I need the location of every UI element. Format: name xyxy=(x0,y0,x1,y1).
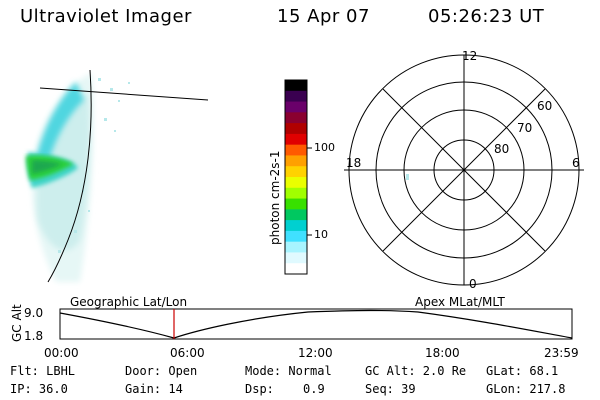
colorbar-swatch xyxy=(285,166,307,178)
aurora-cyan-upper xyxy=(36,82,84,165)
colorbar-swatches xyxy=(285,80,307,275)
timeline-plot xyxy=(59,308,573,340)
colorbar-swatch xyxy=(285,263,307,275)
colorbar-swatch xyxy=(285,155,307,167)
info-ip: IP: 36.0 xyxy=(10,382,68,396)
info-mode: Mode: Normal xyxy=(245,364,332,378)
geo-latitude-line xyxy=(39,87,209,101)
info-glon: GLon: 217.8 xyxy=(486,382,566,396)
lat-label-70: 70 xyxy=(517,121,532,135)
colorbar-swatch xyxy=(285,187,307,200)
x-tick-1800: 18:00 xyxy=(425,346,460,360)
date-label: 15 Apr 07 xyxy=(277,6,370,27)
colorbar-tick-label-10: 10 xyxy=(314,228,328,241)
colorbar-swatch xyxy=(285,209,307,221)
polar-plot: 12 0 18 6 60 70 80 xyxy=(344,49,584,291)
speckles xyxy=(58,78,130,253)
colorbar-swatch xyxy=(285,80,307,92)
info-dsp-value: 0.9 xyxy=(303,382,325,396)
info-door: Door: Open xyxy=(125,364,198,378)
polar-diagonal-2 xyxy=(382,88,546,252)
x-tick-0600: 06:00 xyxy=(170,346,205,360)
lat-label-80: 80 xyxy=(494,142,509,156)
x-tick-1200: 12:00 xyxy=(298,346,333,360)
timeline-left-title: Geographic Lat/Lon xyxy=(70,295,188,309)
polar-aurora-spot xyxy=(406,174,409,180)
earth-image xyxy=(26,69,209,283)
colorbar-swatch xyxy=(285,133,307,146)
colorbar-frame xyxy=(284,79,308,275)
info-seq: Seq: 39 xyxy=(365,382,416,396)
colorbar-tick-label-100: 100 xyxy=(314,141,335,154)
colorbar-swatch xyxy=(285,252,307,264)
colorbar-swatch xyxy=(285,177,307,189)
timeline-y-bottom: 1.8 xyxy=(24,329,44,343)
lat-label-60: 60 xyxy=(537,99,552,113)
colorbar-swatch xyxy=(285,241,307,253)
colorbar-swatch xyxy=(285,123,307,135)
altitude-curve xyxy=(59,309,573,339)
timeline-ylabel: GC Alt xyxy=(10,304,24,342)
colorbar-swatch xyxy=(285,101,307,113)
colorbar-swatch xyxy=(285,198,307,210)
mlt-label-12: 12 xyxy=(462,49,477,63)
colorbar-swatch xyxy=(285,220,307,232)
info-dsp-label: Dsp: xyxy=(245,382,274,396)
mlt-label-0: 0 xyxy=(469,277,477,291)
mlt-label-6: 6 xyxy=(572,156,580,170)
colorbar-swatch xyxy=(285,112,307,124)
timeline-frame xyxy=(59,308,573,340)
instrument-title: Ultraviolet Imager xyxy=(20,6,192,27)
timeline-right-title: Apex MLat/MLT xyxy=(415,295,505,309)
colorbar-label: photon cm-2s-1 xyxy=(268,150,282,246)
colorbar-swatch xyxy=(285,90,307,103)
colorbar-swatch xyxy=(285,230,307,243)
info-gain: Gain: 14 xyxy=(125,382,183,396)
info-gcalt: GC Alt: 2.0 Re xyxy=(365,364,467,378)
x-tick-2359: 23:59 xyxy=(544,346,579,360)
mlt-label-18: 18 xyxy=(346,156,361,170)
timeline-y-top: 9.0 xyxy=(24,306,44,320)
info-flt: Flt: LBHL xyxy=(10,364,76,378)
aurora-green-core xyxy=(32,160,62,174)
time-label: 05:26:23 UT xyxy=(428,6,545,27)
colorbar-swatch xyxy=(285,144,307,156)
geo-longitude-line xyxy=(47,69,92,283)
colorbar xyxy=(284,79,312,275)
info-glat: GLat: 68.1 xyxy=(486,364,559,378)
x-tick-0000: 00:00 xyxy=(44,346,79,360)
